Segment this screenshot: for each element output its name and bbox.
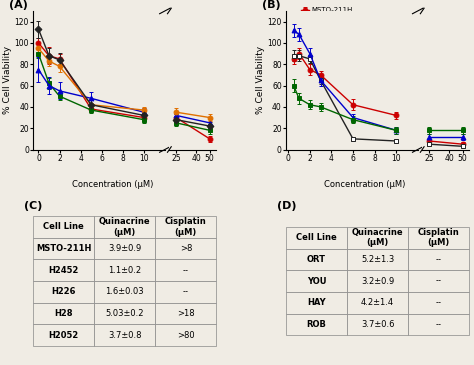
Text: (A): (A): [9, 0, 28, 10]
Text: Concentration (μM): Concentration (μM): [324, 180, 406, 189]
Text: (D): (D): [277, 201, 296, 211]
Text: (C): (C): [24, 201, 42, 211]
Y-axis label: % Cell Viability: % Cell Viability: [3, 46, 12, 114]
Y-axis label: % Cell Viability: % Cell Viability: [255, 46, 264, 114]
Text: (B): (B): [262, 0, 281, 10]
Legend: MSTO-211H, H2452, H226, H28, H2052: MSTO-211H, H2452, H226, H28, H2052: [301, 8, 352, 45]
Text: Concentration (μM): Concentration (μM): [72, 180, 153, 189]
